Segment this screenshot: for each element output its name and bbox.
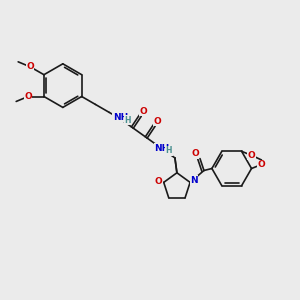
Text: NH: NH	[113, 113, 128, 122]
Text: O: O	[153, 117, 161, 126]
Text: H: H	[166, 146, 172, 155]
Text: O: O	[155, 177, 163, 186]
Text: O: O	[139, 107, 147, 116]
Text: O: O	[248, 151, 255, 160]
Text: O: O	[26, 62, 34, 71]
Text: N: N	[190, 176, 198, 185]
Text: O: O	[258, 160, 265, 169]
Text: NH: NH	[154, 143, 170, 152]
Text: H: H	[124, 116, 130, 125]
Text: O: O	[191, 149, 199, 158]
Text: O: O	[24, 92, 32, 101]
